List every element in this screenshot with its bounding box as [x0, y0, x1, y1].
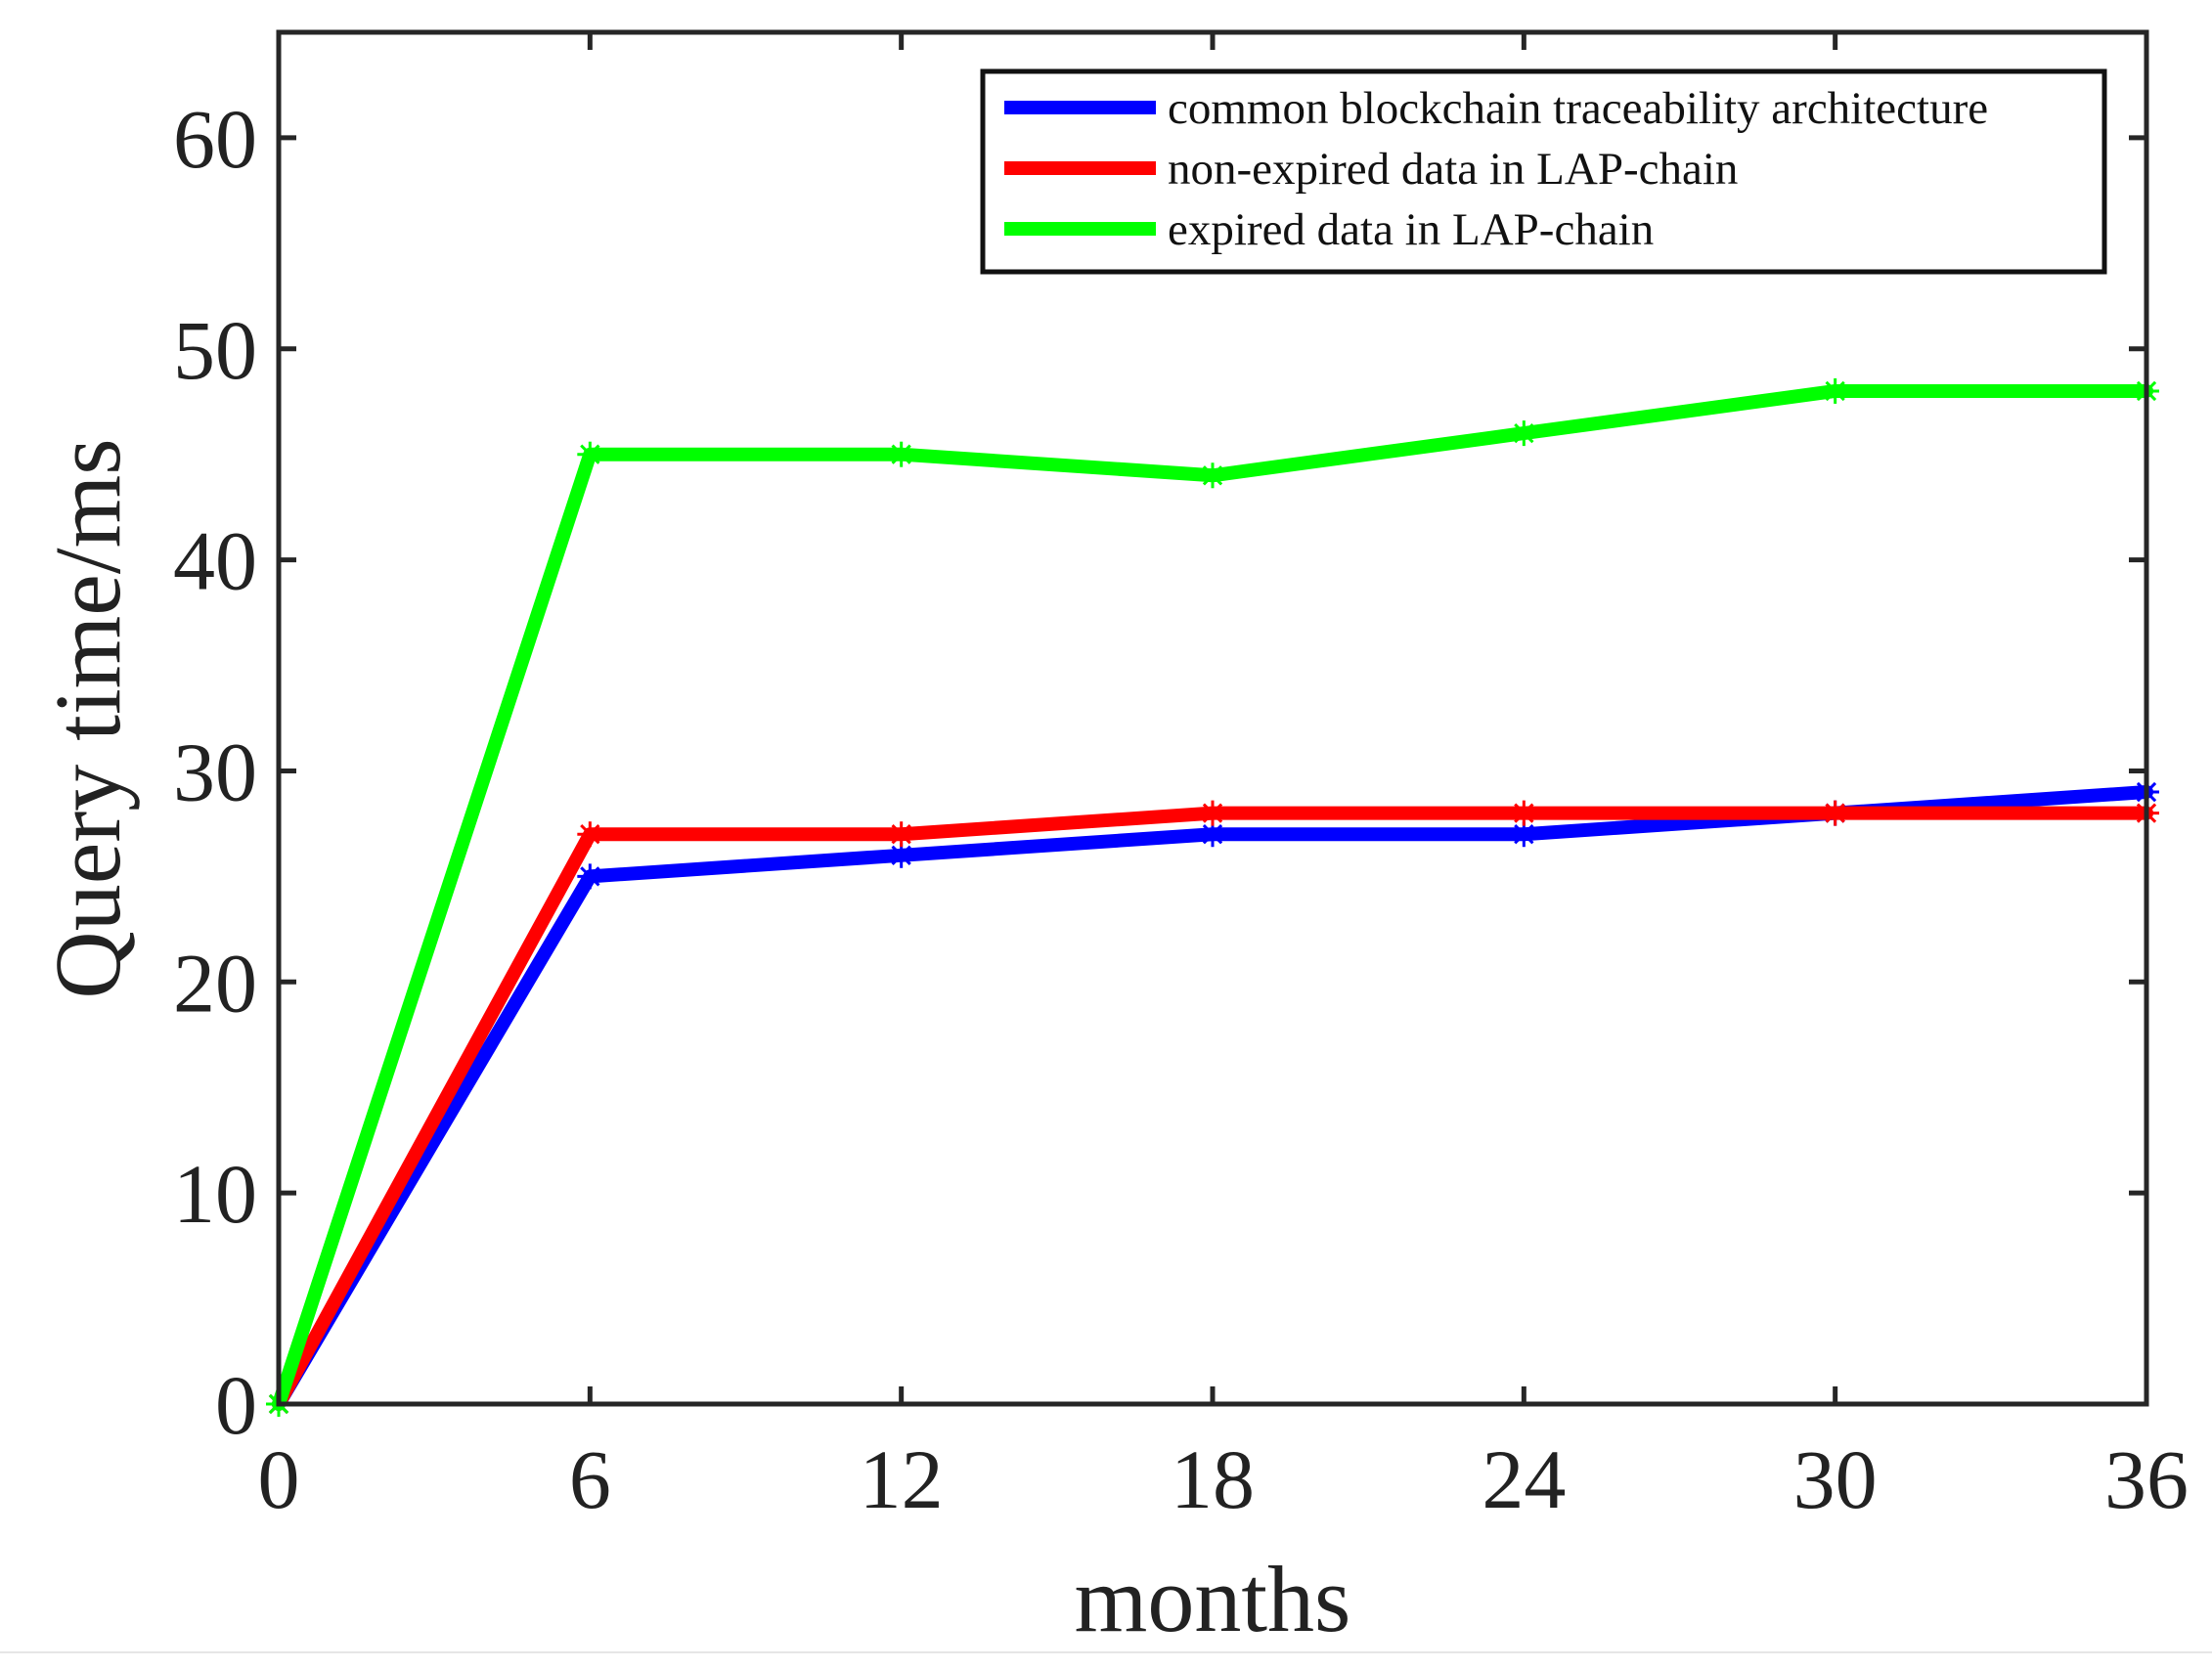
y-tick-label: 50 [173, 303, 257, 397]
ticks-layer: 0 6 12 18 24 30 36 0 10 20 30 40 50 60 [173, 32, 2189, 1526]
legend-label: expired data in LAP-chain [1168, 204, 1654, 255]
data-point-marker [1822, 377, 1848, 404]
data-point-marker [1200, 800, 1225, 826]
legend-label: common blockchain traceability architect… [1168, 83, 1988, 134]
x-tick-label: 24 [1482, 1432, 1566, 1526]
x-axis-label: months [1075, 1547, 1351, 1651]
series-2 [266, 800, 2159, 1417]
legend-item: expired data in LAP-chain [1004, 204, 1654, 255]
legend-label: non-expired data in LAP-chain [1168, 144, 1738, 195]
plot-area-frame [276, 29, 2149, 1407]
data-point-marker [888, 821, 914, 848]
x-tick-label: 18 [1171, 1432, 1255, 1526]
y-tick-label: 10 [173, 1147, 257, 1241]
data-point-marker [577, 441, 603, 467]
legend: common blockchain traceability architect… [980, 68, 2107, 275]
data-point-marker [577, 821, 603, 848]
x-tick-label: 12 [860, 1432, 944, 1526]
data-point-marker [577, 863, 603, 890]
x-tick-label: 30 [1793, 1432, 1878, 1526]
y-tick-label: 30 [173, 725, 257, 818]
x-tick-label: 36 [2104, 1432, 2189, 1526]
series-layer [266, 377, 2159, 1417]
data-point-marker [1200, 821, 1225, 848]
data-point-marker [1822, 800, 1848, 826]
y-tick-label: 0 [215, 1358, 257, 1452]
legend-item: common blockchain traceability architect… [1004, 83, 1988, 134]
y-axis-label: Query time/ms [35, 438, 140, 998]
y-tick-label: 20 [173, 936, 257, 1030]
legend-box [980, 68, 2107, 275]
data-point-marker [1511, 420, 1537, 447]
x-tick-label: 0 [258, 1432, 300, 1526]
y-tick-label: 40 [173, 514, 257, 608]
x-tick-label: 6 [569, 1432, 611, 1526]
legend-item: non-expired data in LAP-chain [1004, 144, 1738, 195]
y-tick-label: 60 [173, 92, 257, 186]
data-point-marker [1511, 800, 1537, 826]
data-point-marker [888, 441, 914, 467]
data-point-marker [1200, 462, 1225, 489]
